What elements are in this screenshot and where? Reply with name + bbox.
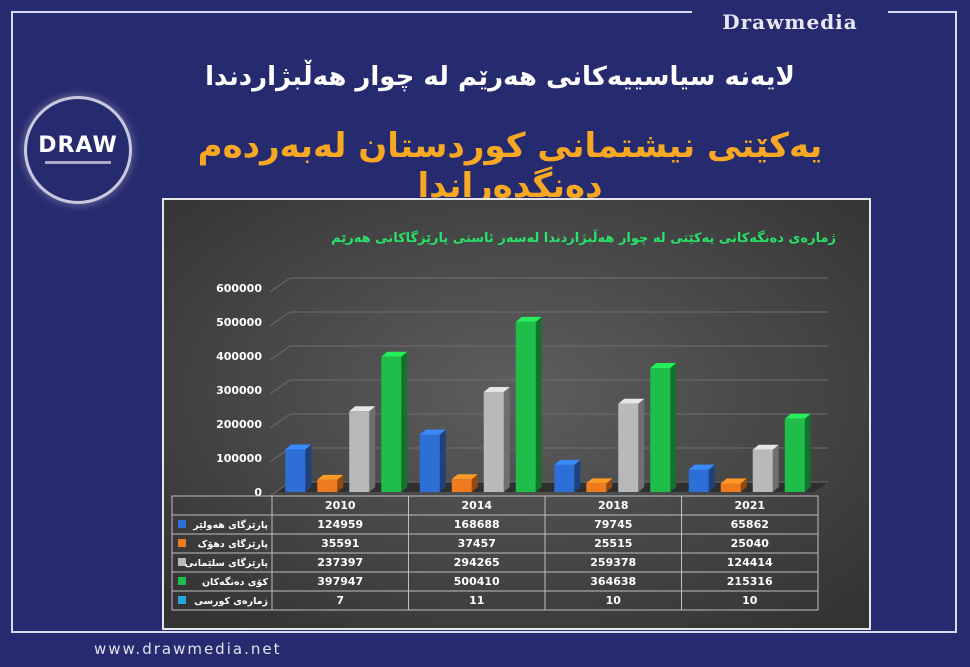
legend-label: پارێزگای سلێمانی <box>185 557 268 569</box>
table-cell: 294265 <box>454 556 500 569</box>
category-label: 2021 <box>734 499 765 512</box>
legend-swatch <box>178 577 186 585</box>
table-cell: 215316 <box>727 575 773 588</box>
table-cell: 10 <box>742 594 758 607</box>
table-cell: 124959 <box>317 518 363 531</box>
y-tick-label: 400000 <box>216 350 262 363</box>
table-cell: 79745 <box>594 518 632 531</box>
legend-label: ژمارەی کورسی <box>194 596 268 607</box>
logo-underline <box>45 161 111 164</box>
legend-label: پارێزگای هەولێر <box>192 519 268 531</box>
headline: لایەنە سیاسییەکانی هەرێم لە چوار هەڵبژار… <box>205 62 795 92</box>
table-cell: 124414 <box>727 556 773 569</box>
y-tick-label: 500000 <box>216 316 262 329</box>
subheadline: یەکێتی نیشتمانی کوردستان لەبەردەم دەنگدە… <box>197 126 823 206</box>
bar-2014-1 <box>451 474 478 492</box>
bar-2010-0 <box>285 444 312 492</box>
table-cell: 168688 <box>454 518 500 531</box>
legend-swatch <box>178 520 186 528</box>
footer-url: www.drawmedia.net <box>94 640 282 658</box>
bar-2021-3 <box>784 413 811 492</box>
table-cell: 7 <box>336 594 344 607</box>
bar-2021-2 <box>752 444 779 492</box>
legend-label: کۆی دەنگەکان <box>202 576 269 588</box>
table-cell: 237397 <box>317 556 363 569</box>
bar-2018-0 <box>554 459 581 492</box>
table-cell: 37457 <box>458 537 496 550</box>
logo-text: DRAW <box>38 133 118 158</box>
table-cell: 259378 <box>590 556 636 569</box>
table-cell: 11 <box>469 594 484 607</box>
y-tick-label: 0 <box>254 486 262 499</box>
y-tick-label: 200000 <box>216 418 262 431</box>
brand-name: Drawmedia <box>692 0 888 44</box>
bar-2021-1 <box>720 478 747 492</box>
bar-2018-3 <box>650 363 677 492</box>
table-cell: 500410 <box>454 575 500 588</box>
bar-2010-3 <box>381 351 408 492</box>
legend-label: پارێزگای دهۆک <box>198 538 268 550</box>
table-cell: 25040 <box>731 537 770 550</box>
y-tick-label: 300000 <box>216 384 262 397</box>
gridline-diag <box>269 379 291 395</box>
y-tick-label: 600000 <box>216 282 262 295</box>
legend-swatch <box>178 558 186 566</box>
category-label: 2018 <box>598 499 629 512</box>
gridline-diag <box>269 413 291 429</box>
bar-2018-1 <box>586 478 613 492</box>
bar-2014-2 <box>483 386 510 492</box>
gridline-diag <box>269 345 291 361</box>
bar-chart: ژمارەی دەنگەکانی یەکێتی لە چوار هەڵبژارد… <box>164 200 869 628</box>
chart-title: ژمارەی دەنگەکانی یەکێتی لە چوار هەڵبژارد… <box>331 229 836 246</box>
table-cell: 397947 <box>317 575 363 588</box>
legend-swatch <box>178 596 186 604</box>
bar-2010-1 <box>317 474 344 492</box>
outer-frame <box>11 11 957 633</box>
bar-2021-0 <box>688 464 715 492</box>
table-cell: 25515 <box>594 537 632 550</box>
table-cell: 10 <box>606 594 622 607</box>
bar-2018-2 <box>618 398 645 492</box>
table-cell: 364638 <box>590 575 636 588</box>
table-cell: 65862 <box>731 518 769 531</box>
bar-2014-3 <box>515 316 542 492</box>
bar-2014-0 <box>419 429 446 492</box>
category-label: 2014 <box>461 499 492 512</box>
bar-2010-2 <box>349 406 376 492</box>
gridline-diag <box>269 311 291 327</box>
category-label: 2010 <box>325 499 356 512</box>
gridline-diag <box>269 277 291 293</box>
y-tick-label: 100000 <box>216 452 262 465</box>
table-cell: 35591 <box>321 537 359 550</box>
legend-swatch <box>178 539 186 547</box>
chart-panel: ژمارەی دەنگەکانی یەکێتی لە چوار هەڵبژارد… <box>162 198 871 630</box>
draw-logo: DRAW <box>24 96 132 204</box>
